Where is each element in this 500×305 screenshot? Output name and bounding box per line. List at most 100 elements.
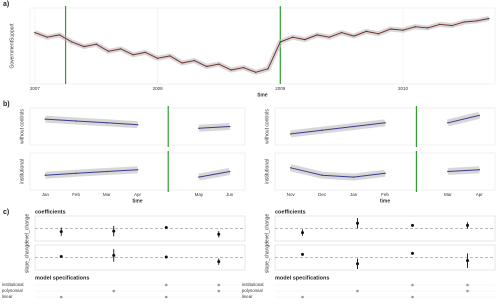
data-point (169, 55, 171, 57)
x-tick-label: Mar (103, 192, 111, 197)
trend-line (290, 114, 480, 135)
data-point (136, 123, 139, 126)
data-point (321, 174, 323, 176)
x-tick-label: 2010 (398, 86, 409, 91)
data-point (321, 129, 323, 131)
data-point (230, 69, 232, 71)
estimate (301, 252, 304, 256)
facet-label: institutional (264, 159, 270, 184)
data-point (105, 170, 108, 173)
data-point (291, 36, 294, 38)
data-point (384, 122, 386, 124)
spec-label: linear (242, 294, 253, 299)
data-point (181, 62, 183, 64)
y-axis-label: GovernmentSupport (9, 23, 15, 69)
panel-label: c) (3, 209, 9, 216)
x-axis-label: time (257, 92, 268, 98)
data-point (279, 41, 281, 43)
spec-dot (164, 295, 168, 299)
estimate (59, 254, 63, 258)
x-tick-label: 2008 (153, 86, 164, 91)
data-point (228, 125, 231, 128)
data-point (132, 54, 134, 56)
data-point (105, 122, 108, 124)
estimate (59, 230, 63, 234)
data-point (352, 125, 355, 128)
x-tick-label: Dec (318, 192, 327, 197)
spec-dot (411, 283, 414, 287)
spec-dot (301, 295, 304, 299)
x-tick-label: Jan (350, 192, 358, 197)
data-point (242, 66, 245, 69)
specs-title: model specifications (275, 275, 329, 281)
data-point (289, 133, 292, 135)
data-point (365, 30, 367, 33)
x-tick-label: Jun (226, 192, 234, 197)
data-point (478, 114, 481, 117)
data-point (144, 51, 147, 54)
data-point (218, 63, 220, 65)
estimate (164, 255, 168, 259)
specs-title: model specifications (35, 275, 89, 281)
data-point (377, 33, 380, 35)
data-point (75, 120, 77, 122)
estimate (112, 229, 116, 233)
data-point (463, 21, 466, 23)
data-point (426, 27, 429, 29)
data-point (451, 24, 453, 27)
estimate (411, 251, 414, 255)
x-tick-label: Mar (444, 192, 452, 197)
facet-label: level_change (24, 214, 30, 244)
facet-area (274, 107, 496, 146)
spec-dot (217, 289, 221, 293)
estimate (301, 231, 304, 235)
spec-dot (217, 283, 221, 287)
trend-line (45, 118, 230, 129)
x-tick-label: Nov (287, 192, 296, 197)
data-point (46, 36, 48, 38)
coef-title: coefficients (275, 209, 306, 215)
facet-label: without controls (19, 109, 25, 144)
estimate (217, 260, 221, 264)
estimate (164, 225, 168, 229)
coef-title: coefficients (35, 209, 66, 215)
series-line (34, 18, 489, 73)
data-point (83, 45, 85, 48)
data-point (58, 34, 61, 36)
estimate (411, 223, 414, 227)
facet-label: level_change (264, 214, 270, 244)
panel-label: b) (3, 101, 10, 108)
data-point (304, 38, 306, 41)
data-point (340, 31, 343, 34)
data-point (71, 41, 73, 43)
facet-label: without controls (264, 109, 270, 144)
spec-label: institutional (242, 282, 264, 287)
estimate (112, 253, 116, 257)
panel-label: a) (3, 1, 9, 8)
data-point (439, 23, 441, 26)
estimate (466, 223, 469, 227)
facet-label: slope_change (264, 242, 270, 273)
spec-label: institutional (2, 282, 24, 287)
data-point (353, 35, 355, 37)
data-point (478, 168, 481, 171)
x-tick-label: Apr (134, 192, 142, 197)
spec-label: linear (2, 294, 13, 299)
spec-dot (466, 283, 469, 287)
data-point (328, 36, 331, 38)
facet-label: institutional (19, 159, 25, 184)
data-point (352, 176, 355, 178)
data-point (390, 28, 392, 30)
data-point (44, 118, 47, 120)
data-point (205, 65, 208, 68)
x-tick-label: Feb (72, 192, 80, 197)
x-tick-label: 2009 (275, 86, 286, 91)
spec-label: polynomial (2, 288, 23, 293)
data-point (488, 17, 490, 20)
facet-label: slope_change (24, 242, 30, 273)
data-point (95, 43, 97, 45)
data-point (447, 170, 449, 173)
x-tick-label: 2007 (30, 86, 41, 91)
data-point (384, 172, 386, 175)
